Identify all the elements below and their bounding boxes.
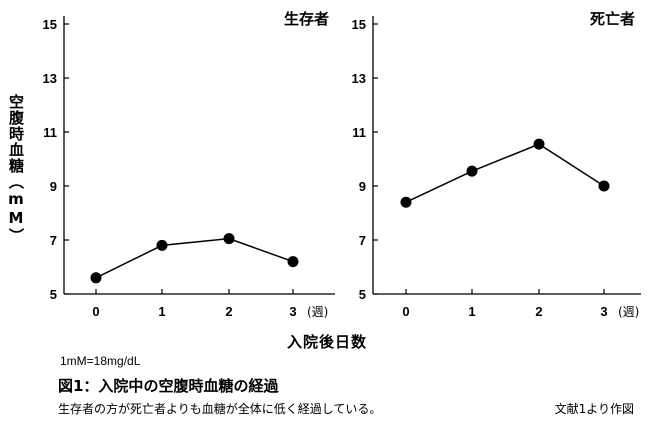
panel-2-data-point	[400, 196, 412, 208]
panel-1-y-tick-label: 5	[50, 287, 57, 302]
panel-2-series-line	[405, 143, 605, 203]
panel-1-x-tick-label: 0	[92, 304, 99, 319]
panel-1-data-point	[156, 239, 168, 251]
panel-1-title: 生存者	[284, 10, 329, 28]
panel-2-y-tick-label: 15	[352, 17, 366, 32]
panel-2-y-tick-label: 9	[359, 179, 366, 194]
panel-2-x-tick-label: 3	[600, 304, 607, 319]
panel-1-y-tick-label: 13	[43, 71, 57, 86]
panel-1-y-tick-label: 9	[50, 179, 57, 194]
y-axis-label: 空腹時血糖（mM）	[7, 94, 25, 244]
x-axis-label: 入院後日数	[286, 333, 367, 351]
figure-caption: 生存者の方が死亡者よりも血糖が全体に低く経過している。	[58, 402, 382, 416]
panel-1-x-tick-label: 3	[289, 304, 296, 319]
panel-2-x-unit: (週)	[618, 305, 639, 319]
panel-2-data-point	[533, 138, 545, 150]
panel-2-y-tick-label: 7	[359, 233, 366, 248]
unit-note: 1mM=18mg/dL	[60, 354, 141, 368]
panel-2-data-point	[598, 180, 610, 192]
panel-1-x-tick-label: 2	[225, 304, 232, 319]
panel-1-data-point	[223, 233, 235, 245]
panel-2-y-tick-label: 13	[352, 71, 366, 86]
panel-2-data-point	[466, 165, 478, 177]
panel-1-x-tick-label: 1	[158, 304, 165, 319]
panel-2-y-tick-label: 11	[352, 125, 366, 140]
figure-title: 図1：入院中の空腹時血糖の経過	[58, 377, 279, 395]
panel-1-x-unit: (週)	[307, 305, 328, 319]
panel-1-series-line	[95, 237, 294, 279]
panel-2-title: 死亡者	[590, 10, 635, 28]
panel-1-y-tick-label: 11	[43, 125, 57, 140]
panel-1-y-tick-label: 7	[50, 233, 57, 248]
panel-1-data-point	[287, 256, 299, 268]
panel-2-x-tick-label: 0	[402, 304, 409, 319]
panel-2-x-tick-label: 2	[535, 304, 542, 319]
panel-2-x-tick-label: 1	[468, 304, 475, 319]
figure-source: 文献1より作図	[554, 402, 634, 416]
panel-1-y-tick-label: 15	[43, 17, 57, 32]
panel-2-y-tick-label: 5	[359, 287, 366, 302]
panel-1-data-point	[90, 272, 102, 284]
